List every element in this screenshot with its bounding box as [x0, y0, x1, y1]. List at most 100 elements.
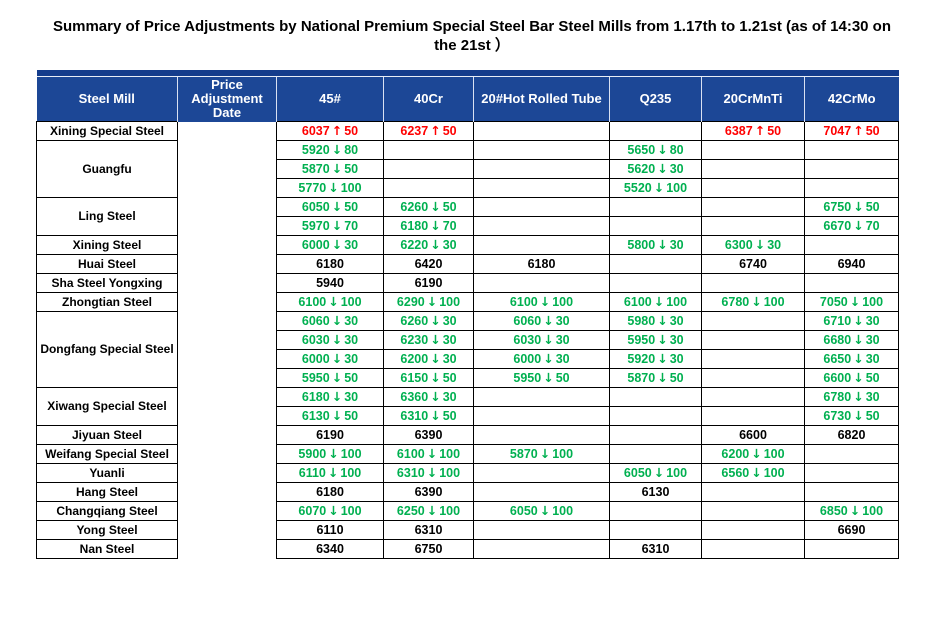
price-cell-20-hot-rolled-tube [473, 216, 610, 236]
price-cell-20-hot-rolled-tube [473, 463, 610, 483]
price-value: 6780 [721, 295, 750, 309]
price-adjustments-table: Steel Mill Price Adjustment Date 45# 40Cr 20… [36, 70, 899, 559]
price-value: 6680 [823, 333, 852, 347]
price-cell-20crmnti [701, 216, 805, 236]
price-value: 5950 [627, 333, 656, 347]
down-arrow-icon: ↓ [543, 351, 554, 366]
price-cell-40cr: 6360 ↓ 30 [383, 387, 474, 407]
price-cell-40cr: 6260 ↓ 50 [383, 197, 474, 217]
down-arrow-icon: ↓ [331, 408, 343, 423]
table-row: Hang Steel 6180 6390 6130 [36, 482, 899, 502]
price-change: 50 [442, 124, 457, 138]
price-cell-q235 [609, 121, 702, 141]
down-arrow-icon: ↓ [853, 218, 864, 233]
price-cell-40cr: 6290 ↓ 100 [383, 292, 474, 312]
price-value: 6820 [837, 427, 866, 442]
price-value: 5870 [509, 447, 538, 461]
price-value: 6037 [301, 124, 330, 138]
mill-name-cell: Dongfang Special Steel [36, 311, 178, 388]
price-change: 50 [865, 200, 880, 214]
price-value: 6200 [400, 352, 429, 366]
mill-name-cell: Ling Steel [36, 197, 178, 236]
price-value: 6060 [301, 314, 330, 328]
page-title: Summary of Price Adjustments by National… [52, 18, 892, 54]
price-cell-20crmnti [701, 520, 805, 540]
price-value: 6000 [301, 352, 330, 366]
price-change: 50 [865, 371, 880, 385]
price-change: 30 [442, 352, 457, 366]
table-row: 6130 ↓ 50 6310 ↓ 50 6730 ↓ 50 [37, 406, 899, 426]
price-cell-42crmo: 6670 ↓ 70 [804, 216, 899, 236]
down-arrow-icon: ↓ [853, 313, 864, 328]
down-arrow-icon: ↓ [657, 370, 668, 385]
price-change: 100 [552, 504, 574, 518]
price-cell-20-hot-rolled-tube [473, 273, 610, 293]
price-cell-20crmnti [701, 539, 805, 559]
down-arrow-icon: ↓ [331, 142, 343, 157]
price-cell-20-hot-rolled-tube [473, 159, 610, 179]
price-value: 6310 [396, 466, 425, 480]
price-change: 100 [763, 466, 785, 480]
down-arrow-icon: ↓ [849, 294, 861, 309]
price-value: 6310 [400, 409, 429, 423]
price-value: 6560 [721, 466, 750, 480]
price-change: 70 [865, 219, 880, 233]
table-header: Steel Mill Price Adjustment Date 45# 40Cr 20… [36, 70, 899, 122]
price-cell-40cr: 6180 ↓ 70 [383, 216, 474, 236]
column-header-5: Q235 [609, 76, 702, 122]
column-header-6: 20CrMnTi [701, 76, 805, 122]
price-cell-45-: 5940 [276, 273, 384, 293]
up-arrow-icon: ↑ [331, 123, 343, 138]
price-cell-20crmnti: 6200 ↓ 100 [701, 444, 805, 464]
price-cell-20crmnti [701, 349, 805, 369]
table-row: Nan Steel 6340 6750 6310 [36, 539, 899, 559]
price-value: 6300 [724, 238, 753, 252]
price-change: 100 [763, 447, 785, 461]
price-cell-q235: 6100 ↓ 100 [609, 292, 702, 312]
price-cell-40cr [383, 159, 474, 179]
price-value: 6100 [298, 295, 327, 309]
down-arrow-icon: ↓ [430, 237, 441, 252]
down-arrow-icon: ↓ [657, 237, 668, 252]
price-cell-42crmo: 6600 ↓ 50 [804, 368, 899, 388]
price-cell-20crmnti [701, 197, 805, 217]
price-value: 5620 [627, 162, 656, 176]
price-cell-40cr: 6260 ↓ 30 [383, 311, 474, 331]
price-change: 50 [344, 371, 359, 385]
price-value: 5970 [301, 219, 330, 233]
price-change: 100 [666, 466, 688, 480]
price-change: 30 [442, 333, 457, 347]
price-cell-42crmo: 6850 ↓ 100 [804, 501, 899, 521]
price-change: 100 [666, 295, 688, 309]
down-arrow-icon: ↓ [853, 408, 864, 423]
header-row: Steel Mill Price Adjustment Date 45# 40Cr 20… [36, 76, 899, 122]
price-value: 6060 [513, 314, 542, 328]
price-value: 5950 [301, 371, 330, 385]
price-value: 6600 [739, 427, 767, 442]
price-cell-20-hot-rolled-tube [473, 235, 610, 255]
price-cell-45-: 6060 ↓ 30 [276, 311, 384, 331]
mill-name-cell: Zhongtian Steel [36, 292, 178, 312]
column-header-2: 45# [276, 76, 384, 122]
price-cell-20crmnti [701, 140, 805, 160]
price-cell-40cr: 6250 ↓ 100 [383, 501, 474, 521]
price-cell-20-hot-rolled-tube [473, 406, 610, 426]
price-cell-20-hot-rolled-tube [473, 425, 610, 445]
price-cell-q235 [609, 387, 702, 407]
price-cell-45-: 6110 [276, 520, 384, 540]
down-arrow-icon: ↓ [430, 370, 441, 385]
price-value: 6180 [400, 219, 429, 233]
price-cell-q235: 5620 ↓ 30 [609, 159, 702, 179]
down-arrow-icon: ↓ [430, 332, 441, 347]
price-value: 5650 [627, 143, 656, 157]
price-change: 50 [865, 409, 880, 423]
down-arrow-icon: ↓ [328, 180, 339, 195]
down-arrow-icon: ↓ [754, 237, 766, 252]
down-arrow-icon: ↓ [653, 465, 665, 480]
mill-name-cell: Jiyuan Steel [36, 425, 178, 445]
price-change: 70 [442, 219, 457, 233]
down-arrow-icon: ↓ [430, 313, 441, 328]
down-arrow-icon: ↓ [331, 313, 343, 328]
price-change: 50 [344, 409, 359, 423]
price-value: 6050 [623, 466, 652, 480]
